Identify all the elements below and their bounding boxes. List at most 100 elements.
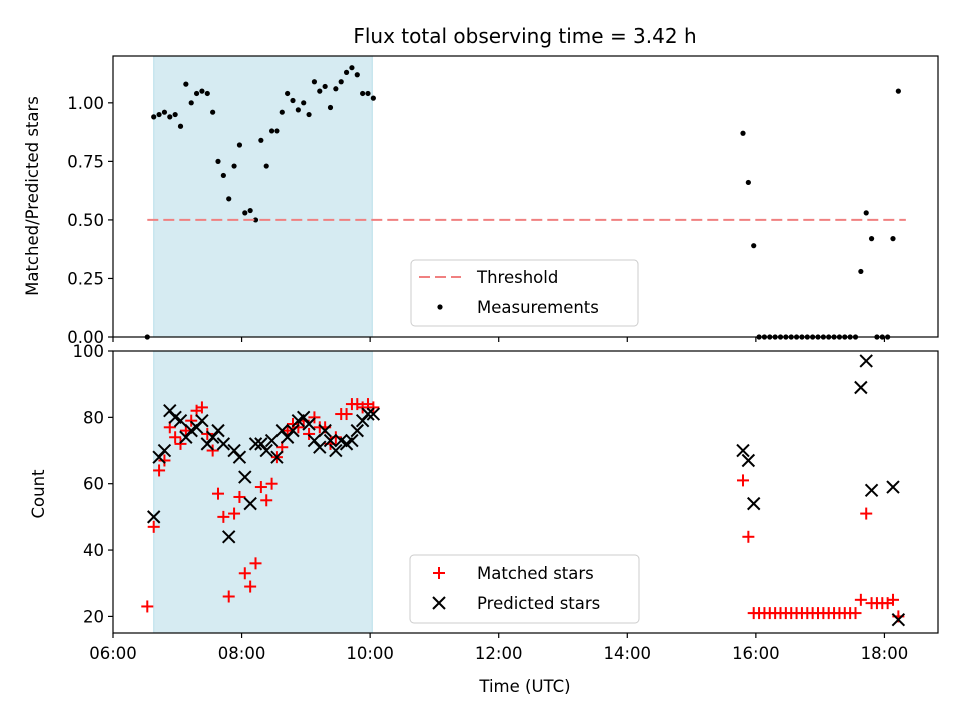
predicted-star-point <box>345 433 359 448</box>
matched-star-point <box>153 464 166 477</box>
count-y-tick-label: 100 <box>73 342 105 361</box>
matched-star-point <box>201 427 214 440</box>
predicted-star-point <box>736 443 750 458</box>
predicted-star-point <box>864 483 879 498</box>
legend-threshold-label: Threshold <box>476 268 558 287</box>
matched-star-point <box>340 408 353 421</box>
ratio-y-tick-label: 0.25 <box>67 269 104 288</box>
x-tick-label: 10:00 <box>346 644 394 663</box>
measurement-point <box>279 109 285 115</box>
predicted-star-point <box>854 380 868 395</box>
matched-star-point <box>147 520 160 533</box>
predicted-star-point <box>195 413 209 428</box>
legend-measurements-label: Measurements <box>477 298 599 317</box>
x-tick-label: 16:00 <box>732 644 780 663</box>
matched-star-point <box>141 600 154 613</box>
ratio-legend-frame <box>410 259 639 327</box>
matched-star-point <box>158 454 171 467</box>
predicted-star-point <box>741 453 756 468</box>
measurement-point <box>354 72 360 78</box>
predicted-star-point <box>313 440 327 454</box>
matched-star-point <box>265 477 278 490</box>
measurement-point <box>236 142 243 148</box>
observing-interval-shade <box>153 350 373 634</box>
count-y-tick-label: 20 <box>83 607 104 626</box>
predicted-star-point <box>886 480 900 494</box>
measurement-point <box>226 196 232 202</box>
measurement-point <box>263 163 269 169</box>
measurement-point <box>895 88 901 94</box>
measurement-point <box>156 111 162 118</box>
measurement-point <box>215 158 221 164</box>
x-tick-label: 06:00 <box>89 644 137 663</box>
matched-star-point <box>742 530 755 543</box>
measurement-point <box>204 90 210 97</box>
measurement-point <box>210 109 216 115</box>
matched-star-point <box>260 494 273 507</box>
matched-star-point <box>887 593 899 606</box>
measurement-point <box>177 123 184 129</box>
predicted-star-point <box>259 443 273 458</box>
predicted-star-point <box>747 496 761 511</box>
matched-star-point <box>233 490 246 503</box>
x-tick-label: 12:00 <box>475 644 523 663</box>
ratio-panel-frame <box>112 55 939 338</box>
ratio-legend: Threshold Measurements <box>410 259 639 327</box>
measurement-point <box>349 65 355 71</box>
matched-star-point <box>217 510 230 523</box>
measurement-point <box>306 111 312 118</box>
x-tick-label: 08:00 <box>218 644 266 663</box>
predicted-star-point <box>211 423 225 438</box>
measurement-point <box>317 88 323 94</box>
predicted-star-point <box>318 423 332 438</box>
chart-title: Flux total observing time = 3.42 h <box>353 24 696 48</box>
measurement-point <box>172 111 178 118</box>
matched-star-point <box>222 590 235 603</box>
count-y-tick-label: 80 <box>83 408 104 427</box>
measurement-point <box>199 88 205 94</box>
measurement-point <box>258 137 264 143</box>
ratio-y-tick-label: 0.00 <box>67 328 104 347</box>
predicted-star-point <box>286 423 300 438</box>
ratio-y-tick-label: 1.00 <box>67 94 104 113</box>
matched-star-point <box>849 607 862 620</box>
count-panel: 06:00 08:00 10:00 12:00 14:00 16:00 18:00 20 40… <box>29 342 939 696</box>
measurement-point <box>231 163 237 169</box>
x-tick-label: 14:00 <box>604 644 652 663</box>
measurement-point <box>365 90 371 97</box>
measurement-point <box>161 109 168 115</box>
legend-measurements-swatch <box>437 304 443 310</box>
predicted-star-point <box>222 530 236 544</box>
measurement-point <box>327 104 334 111</box>
legend-predicted-swatch <box>432 596 446 610</box>
predicted-star-point <box>147 510 161 524</box>
count-legend-frame <box>409 554 640 624</box>
ratio-y-axis-label: Matched/Predicted stars <box>23 96 42 296</box>
predicted-star-point <box>243 496 257 511</box>
predicted-star-point <box>859 354 873 368</box>
measurement-point <box>274 128 280 134</box>
ratio-panel: Flux total observing time = 3.42 h 0.00 0… <box>23 24 939 347</box>
matched-star-point <box>860 507 873 520</box>
predicted-star-point <box>302 417 316 431</box>
matched-star-point <box>249 557 262 570</box>
measurement-point <box>167 114 173 120</box>
predicted-star-point <box>216 437 231 451</box>
measurement-point <box>188 100 194 106</box>
predicted-star-point <box>248 437 263 451</box>
predicted-star-point <box>173 413 188 428</box>
matched-star-point <box>244 580 257 593</box>
predicted-star-point <box>891 613 906 627</box>
measurement-point <box>890 236 896 242</box>
predicted-star-point <box>366 407 381 421</box>
measurement-point <box>322 83 328 90</box>
measurement-point <box>863 210 869 216</box>
measurement-point <box>301 100 307 106</box>
predicted-star-point <box>361 407 375 421</box>
matched-star-point <box>854 593 867 606</box>
count-y-axis-label: Count <box>29 469 48 519</box>
measurement-point <box>252 217 259 223</box>
matched-star-point <box>737 474 749 487</box>
legend-predicted-label: Predicted stars <box>477 594 600 613</box>
